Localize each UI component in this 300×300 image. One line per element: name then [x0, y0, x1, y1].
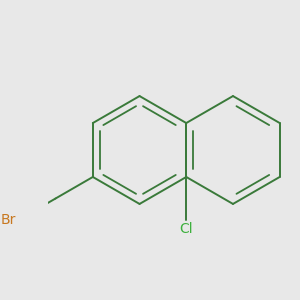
Text: Br: Br — [1, 213, 16, 227]
Text: Cl: Cl — [179, 222, 193, 236]
